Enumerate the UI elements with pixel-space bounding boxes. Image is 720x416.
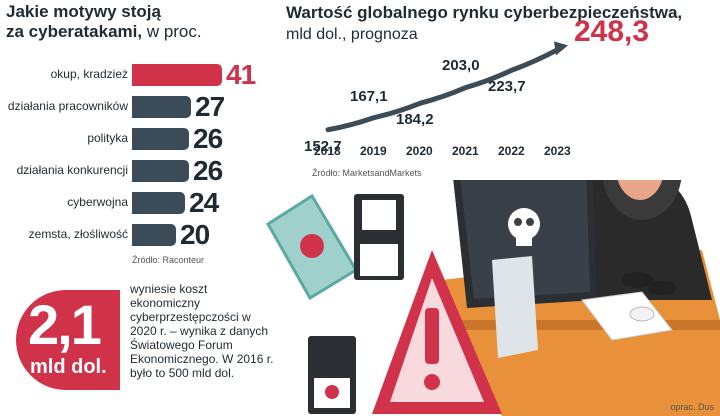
floppy-shutter bbox=[360, 244, 398, 276]
x-tick-label: 2020 bbox=[406, 144, 433, 158]
data-point-label: 152,7 bbox=[304, 137, 342, 155]
bar bbox=[132, 96, 191, 118]
x-tick-label: 2019 bbox=[360, 144, 387, 158]
desk-edge bbox=[432, 320, 720, 330]
keyboard bbox=[581, 291, 673, 341]
x-tick-label: 2022 bbox=[498, 144, 525, 158]
data-point-label: 167,1 bbox=[350, 87, 388, 105]
right-chart-subtitle: mld dol., prognoza bbox=[286, 26, 418, 43]
exclamation-dot-icon bbox=[424, 374, 440, 390]
callout-unit: mld dol. bbox=[30, 356, 107, 378]
series-arrowhead bbox=[554, 41, 568, 56]
bar-row: polityka 26 bbox=[0, 123, 262, 154]
right-chart-title: Wartość globalnego rynku cyberbezpieczeń… bbox=[286, 2, 682, 45]
bar-category-label: zemsta, złośliwość bbox=[28, 227, 128, 241]
left-chart-title-unit: w proc. bbox=[142, 22, 202, 41]
bar-category-label: działania konkurencji bbox=[16, 163, 128, 177]
gloved-hand-2 bbox=[648, 281, 676, 295]
hacker-face bbox=[617, 180, 663, 200]
skull-eye-right bbox=[526, 218, 534, 226]
skull-icon bbox=[508, 208, 540, 240]
bar-value-label: 26 bbox=[193, 123, 223, 154]
callout-value: 2,1 bbox=[28, 293, 102, 356]
bar-value-label: 24 bbox=[189, 187, 219, 218]
bar-category-label: cyberwojna bbox=[67, 195, 128, 209]
credit: oprac. Dus bbox=[670, 402, 714, 412]
bar bbox=[132, 160, 189, 182]
bar-row: zemsta, złośliwość 20 bbox=[0, 219, 262, 250]
bar-row: cyberwojna 24 bbox=[0, 187, 262, 218]
left-chart-title-line2: za cyberatakami, bbox=[6, 22, 143, 41]
data-point-label: 203,0 bbox=[442, 57, 480, 75]
bar-value-label: 20 bbox=[180, 219, 210, 250]
series-line bbox=[325, 46, 561, 133]
hacker-body bbox=[582, 180, 712, 300]
bar bbox=[132, 64, 222, 86]
bar-row: działania pracowników 27 bbox=[0, 91, 262, 122]
right-chart-title-main: Wartość globalnego rynku cyberbezpieczeń… bbox=[286, 3, 683, 22]
data-point-label: 223,7 bbox=[488, 78, 526, 96]
bar-value-label: 26 bbox=[193, 155, 223, 186]
left-chart-title: Jakie motywy stoją za cyberatakami, w pr… bbox=[6, 2, 202, 42]
left-chart-source: Źródło: Raconteur bbox=[132, 255, 205, 265]
bar bbox=[132, 224, 176, 246]
bar-category-label: polityka bbox=[87, 131, 128, 145]
bar-value-label: 27 bbox=[195, 91, 225, 122]
bar bbox=[132, 192, 185, 214]
hacker-illustration bbox=[265, 180, 720, 416]
bar-category-label: okup, kradzież bbox=[50, 67, 128, 81]
callout-badge bbox=[16, 290, 120, 390]
right-chart-source: Źródło: MarketsandMarkets bbox=[312, 168, 422, 178]
left-chart-title-line1: Jakie motywy stoją bbox=[6, 2, 161, 21]
exclamation-icon bbox=[425, 308, 439, 364]
data-point-label: 248,3 bbox=[574, 15, 650, 49]
mouse bbox=[629, 306, 655, 322]
monitor-stand bbox=[492, 256, 538, 358]
x-tick-label: 2023 bbox=[544, 144, 571, 158]
callout-text: wyniesie koszt ekonomiczny cyberprzestęp… bbox=[130, 282, 274, 380]
x-tick-label: 2018 bbox=[314, 144, 341, 158]
book-skull-icon bbox=[300, 234, 324, 258]
bar-row: działania konkurencji 26 bbox=[0, 155, 262, 186]
x-tick-label: 2021 bbox=[452, 144, 479, 158]
floppy-skull-icon bbox=[325, 385, 339, 399]
bar bbox=[132, 128, 189, 150]
skull-jaw-icon bbox=[516, 236, 532, 246]
hacker-hood bbox=[602, 180, 682, 220]
floppy-label bbox=[362, 200, 396, 230]
skull-eye-left bbox=[514, 218, 522, 226]
bar-value-label: 41 bbox=[226, 59, 256, 90]
bar-row: okup, kradzież 41 bbox=[0, 59, 262, 90]
bar-category-label: działania pracowników bbox=[7, 99, 128, 113]
gloved-hand bbox=[621, 272, 653, 288]
data-point-label: 184,2 bbox=[396, 111, 434, 129]
